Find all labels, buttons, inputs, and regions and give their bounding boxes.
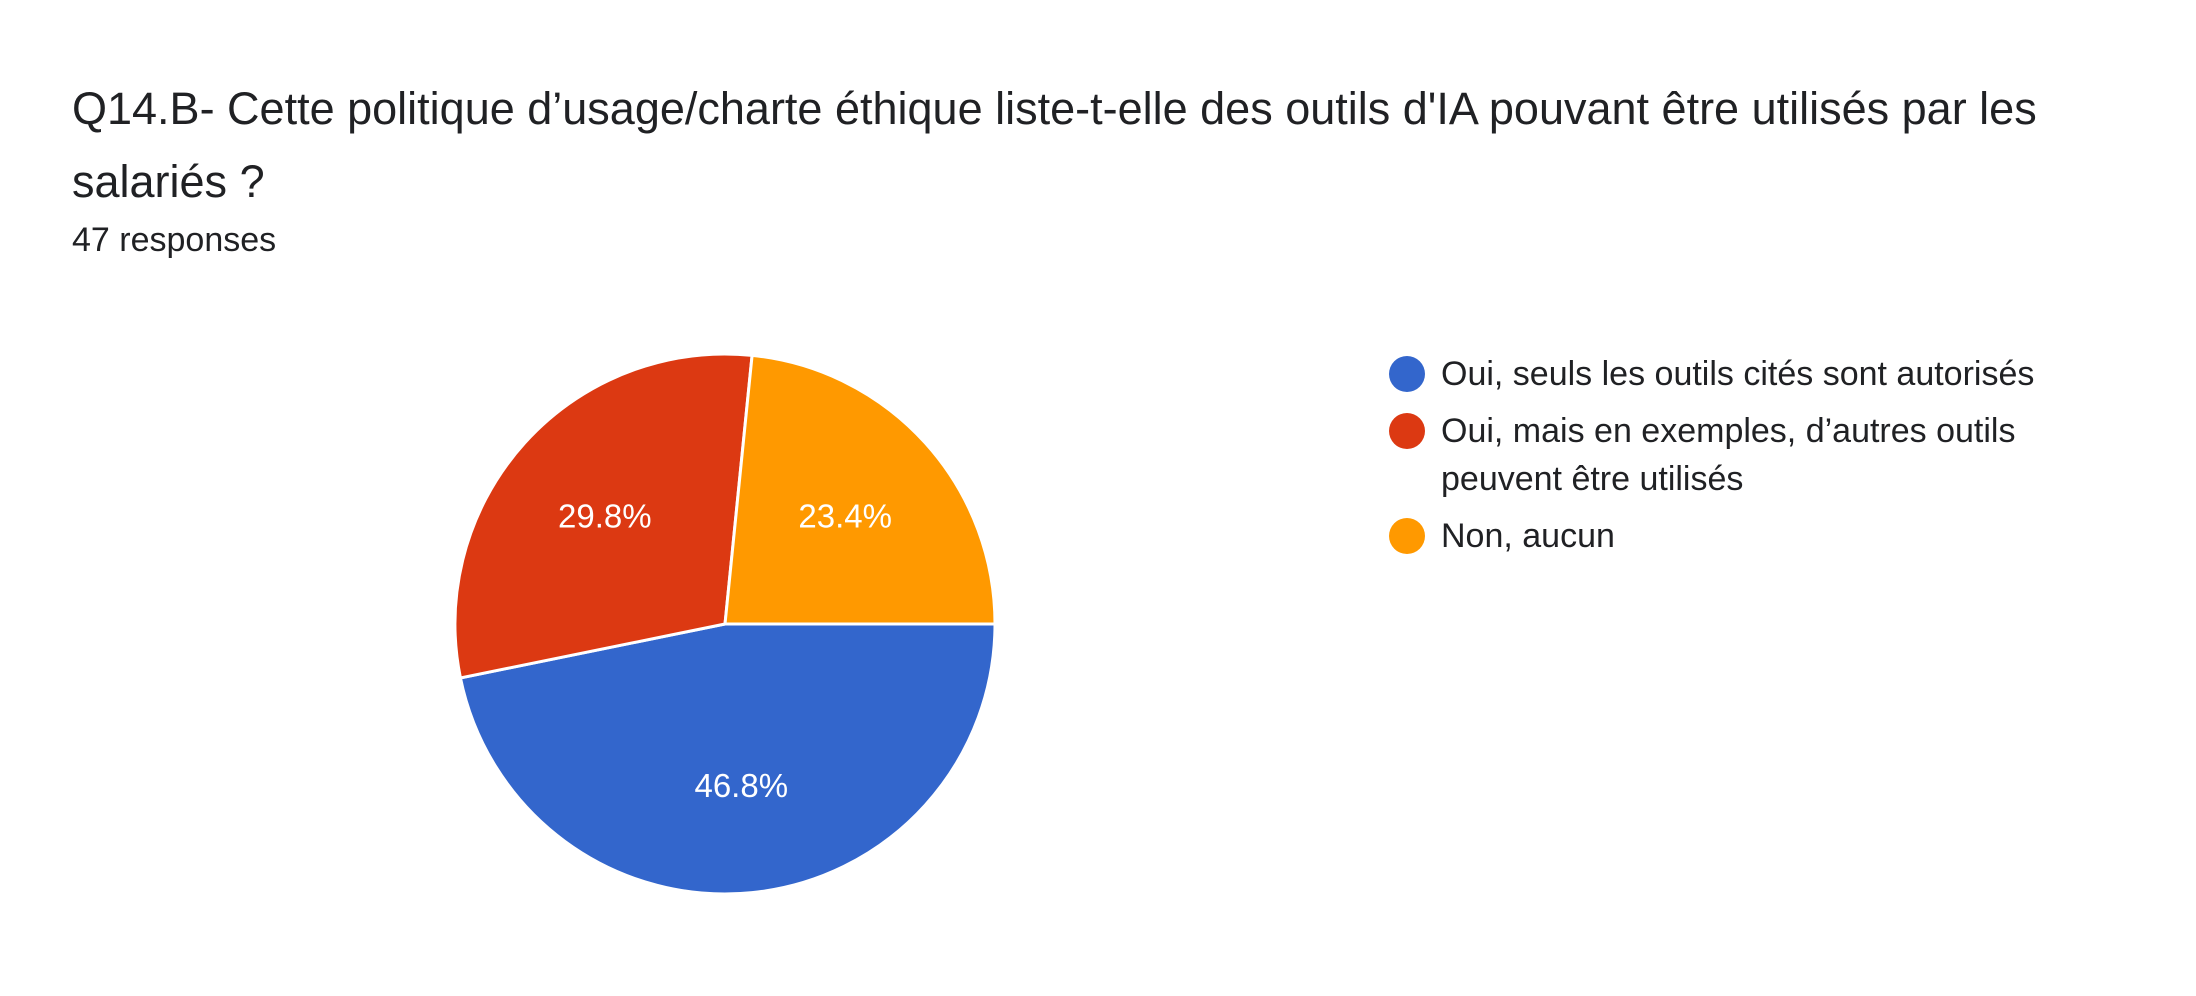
- chart-legend: Oui, seuls les outils cités sont autoris…: [1385, 350, 2105, 569]
- pie-slice-oui-exemples[interactable]: [453, 352, 754, 680]
- legend-item-oui-seuls[interactable]: Oui, seuls les outils cités sont autoris…: [1385, 350, 2105, 398]
- legend-label: Non, aucun: [1441, 517, 1615, 555]
- pie-slice-oui-seuls[interactable]: [458, 622, 997, 896]
- pie-slice-non-aucun[interactable]: [723, 353, 997, 626]
- legend-swatch: [1389, 413, 1425, 449]
- legend-item-oui-exemples[interactable]: Oui, mais en exemples, d’autres outils p…: [1385, 407, 2105, 503]
- legend-swatch: [1389, 356, 1425, 392]
- legend-label: Oui, seuls les outils cités sont autoris…: [1441, 355, 2035, 393]
- legend-swatch: [1389, 518, 1425, 554]
- pie-label-non-aucun: 23.4%: [798, 497, 892, 534]
- question-title: Q14.B- Cette politique d’usage/charte ét…: [72, 83, 2037, 207]
- pie-label-oui-exemples: 29.8%: [558, 497, 652, 534]
- legend-item-non-aucun[interactable]: Non, aucun: [1385, 512, 2105, 560]
- response-count: 47 responses: [72, 221, 277, 259]
- pie-label-oui-seuls: 46.8%: [694, 767, 788, 804]
- legend-label: Oui, mais en exemples, d’autres outils p…: [1441, 412, 2016, 498]
